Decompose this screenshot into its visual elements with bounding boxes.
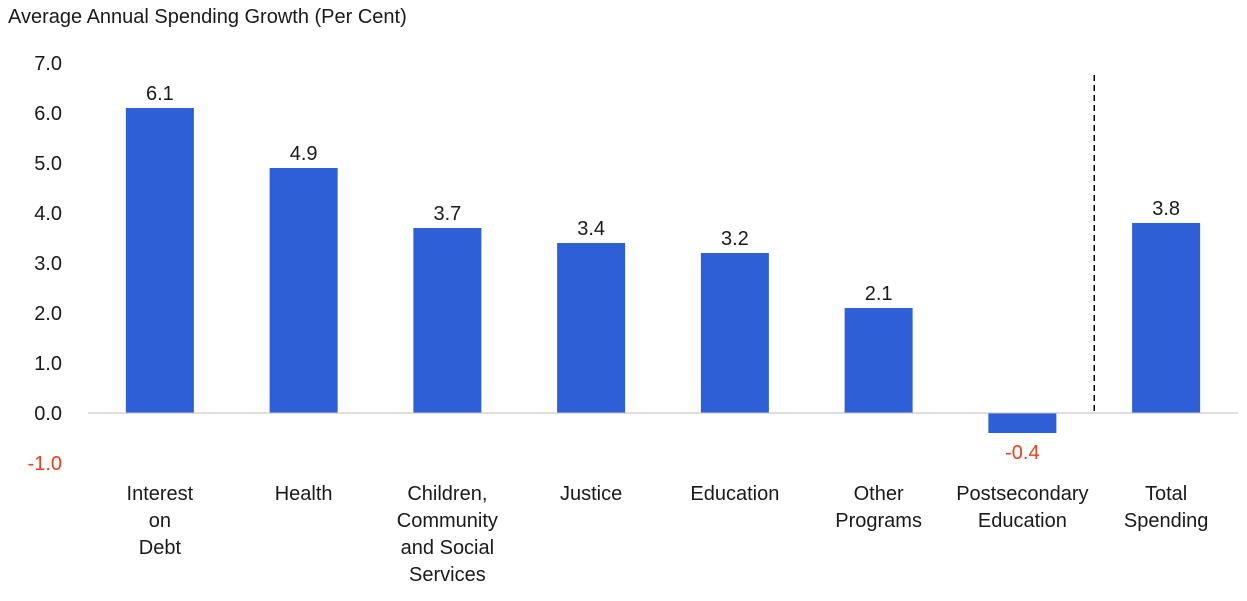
bar [557,243,626,413]
bar-value-label: 3.8 [1152,198,1180,220]
y-tick-label: 1.0 [34,353,62,375]
y-tick-label: 2.0 [34,303,62,325]
bar-value-label: -0.4 [1005,442,1039,464]
bar-value-label: 4.9 [290,143,318,165]
bar-value-label: 3.4 [577,218,605,240]
category-label-line: Services [409,564,486,586]
category-label-line: Programs [835,510,922,532]
category-label-line: Education [690,483,779,505]
category-label-line: Community [397,510,498,532]
category-label-line: Other [854,483,904,505]
category-label: Justice [560,483,622,505]
y-tick-label: 4.0 [34,203,62,225]
category-label: Other Programs [835,483,922,532]
category-label-line: Justice [560,483,622,505]
category-label: Interest on Debt [127,483,194,559]
data-labels: 6.1 4.9 3.7 3.4 3.2 2.1 -0.4 3.8 [146,83,1180,464]
bar-value-label: 6.1 [146,83,174,105]
y-tick-label: 7.0 [34,53,62,75]
bar-value-label: 3.2 [721,228,749,250]
category-label-line: Interest [127,483,194,505]
category-label-line: Health [275,483,333,505]
category-label: Postsecondary Education [956,483,1088,532]
category-label-line: Debt [139,537,182,559]
y-axis-ticks: 7.0 6.0 5.0 4.0 3.0 2.0 1.0 0.0 -1.0 [28,53,62,475]
category-label: Total Spending [1124,483,1209,532]
y-tick-label: 0.0 [34,403,62,425]
category-label: Children, Community and Social Services [397,483,498,586]
bar-value-label: 2.1 [865,283,893,305]
category-label-line: on [149,510,171,532]
bar [413,228,482,413]
category-label-line: Education [978,510,1067,532]
category-label: Education [690,483,779,505]
chart-title: Average Annual Spending Growth (Per Cent… [8,6,407,28]
bar [844,308,913,413]
category-label-line: and Social [401,537,494,559]
category-label-line: Postsecondary [956,483,1088,505]
bar-value-label: 3.7 [433,203,461,225]
y-tick-label: 5.0 [34,153,62,175]
y-tick-label: 3.0 [34,253,62,275]
bar [125,108,194,413]
category-label: Health [275,483,333,505]
bar [700,253,769,413]
category-labels: Interest on Debt Health Children, Community an… [127,483,1209,586]
category-label-line: Total [1145,483,1187,505]
bar [988,413,1057,433]
y-tick-label: 6.0 [34,103,62,125]
y-tick-label: -1.0 [28,453,62,475]
category-label-line: Spending [1124,510,1209,532]
bars [125,108,1201,433]
bar [269,168,338,413]
category-label-line: Children, [407,483,487,505]
bar [1132,223,1201,413]
